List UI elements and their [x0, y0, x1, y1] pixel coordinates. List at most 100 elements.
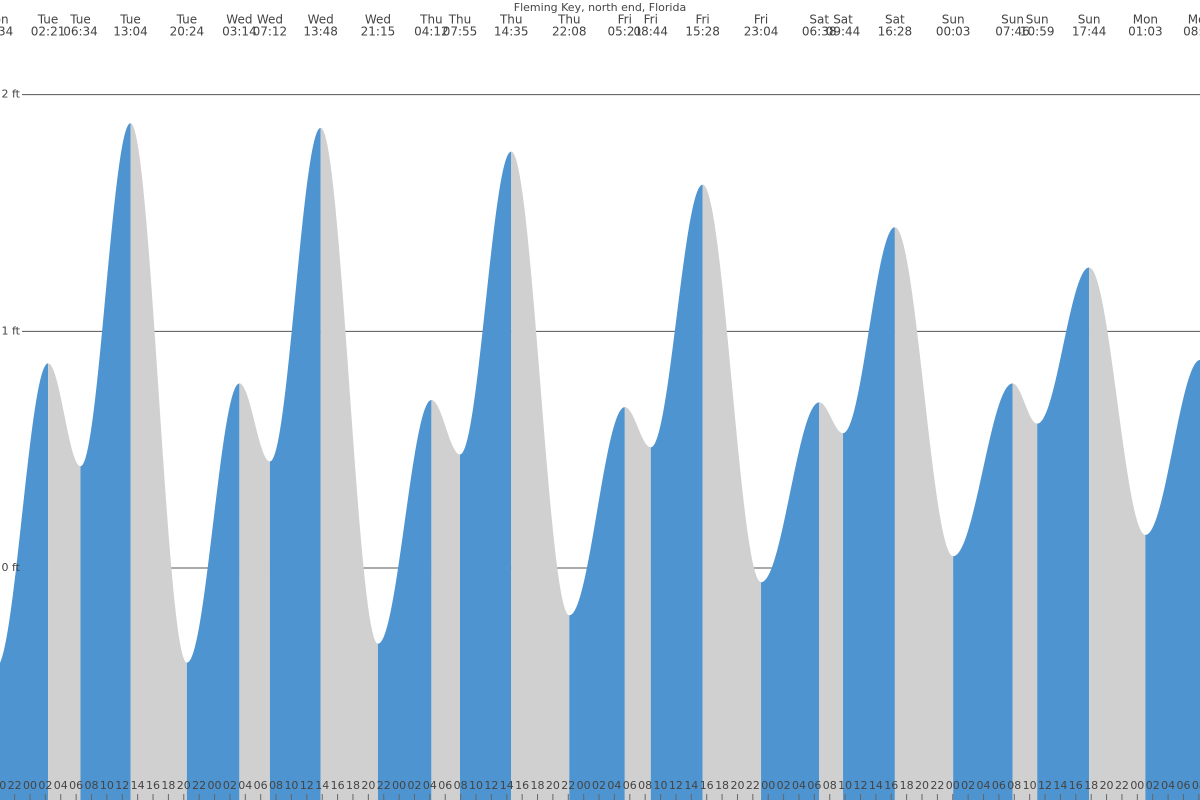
- x-tick-label: 16: [146, 779, 160, 792]
- rising-tide: [80, 123, 131, 800]
- x-tick-label: 04: [54, 779, 68, 792]
- y-tick-label: 2 ft: [2, 88, 21, 101]
- x-tick-label: 20: [1100, 779, 1114, 792]
- extreme-time: 07:12: [253, 25, 288, 39]
- rising-tide: [1037, 267, 1090, 800]
- extreme-day: Mon: [0, 13, 9, 27]
- falling-tide: [1089, 267, 1146, 800]
- falling-tide: [511, 151, 570, 800]
- x-tick-label: 02: [777, 779, 791, 792]
- x-tick-label: 22: [561, 779, 575, 792]
- rising-tide: [761, 402, 820, 800]
- extreme-time: 10:59: [1020, 25, 1055, 39]
- rising-tide: [569, 407, 625, 800]
- extreme-day: Wed: [308, 13, 334, 27]
- x-tick-label: 22: [8, 779, 22, 792]
- x-tick-label: 18: [531, 779, 545, 792]
- rising-tide: [460, 151, 512, 800]
- extreme-day: Tue: [119, 13, 141, 27]
- extreme-day: Wed: [226, 13, 252, 27]
- extreme-day: Fri: [644, 13, 658, 27]
- x-tick-label: 02: [592, 779, 606, 792]
- extreme-time: 15:28: [685, 25, 720, 39]
- rising-tide: [650, 184, 703, 800]
- extreme-time: 04:12: [414, 25, 449, 39]
- x-tick-label: 14: [684, 779, 698, 792]
- x-tick-label: 18: [900, 779, 914, 792]
- x-tick-label: 20: [177, 779, 191, 792]
- x-tick-label: 20: [0, 779, 6, 792]
- extreme-time: 01:03: [1128, 25, 1163, 39]
- extreme-day: Tue: [69, 13, 91, 27]
- x-tick-label: 12: [484, 779, 498, 792]
- falling-tide: [894, 227, 954, 800]
- x-tick-label: 04: [792, 779, 806, 792]
- x-tick-label: 10: [100, 779, 114, 792]
- x-tick-label: 00: [392, 779, 406, 792]
- x-tick-label: 18: [161, 779, 175, 792]
- x-tick-label: 02: [961, 779, 975, 792]
- extreme-time: 06:38: [802, 25, 837, 39]
- x-tick-label: 04: [1161, 779, 1175, 792]
- extreme-day: Sat: [809, 13, 829, 27]
- x-tick-label: 20: [546, 779, 560, 792]
- x-tick-label: 16: [515, 779, 529, 792]
- label-layer: 0 ft1 ft2 ftMon19:34Tue02:21Tue06:34Tue1…: [0, 13, 1200, 800]
- falling-tide: [431, 400, 461, 800]
- extreme-day: Sun: [1026, 13, 1049, 27]
- extreme-day: Fri: [618, 13, 632, 27]
- x-tick-label: 12: [853, 779, 867, 792]
- extreme-day: Sat: [833, 13, 853, 27]
- x-tick-label: 10: [469, 779, 483, 792]
- extreme-time: 20:24: [170, 25, 205, 39]
- extreme-day: Thu: [448, 13, 472, 27]
- x-tick-label: 08: [823, 779, 837, 792]
- x-tick-label: 20: [730, 779, 744, 792]
- x-tick-label: 16: [700, 779, 714, 792]
- extreme-time: 13:04: [113, 25, 148, 39]
- x-tick-label: 12: [1038, 779, 1052, 792]
- extreme-time: 02:21: [31, 25, 66, 39]
- x-tick-label: 22: [746, 779, 760, 792]
- x-tick-label: 06: [623, 779, 637, 792]
- extreme-day: Mon: [1133, 13, 1158, 27]
- rising-tide: [186, 383, 240, 800]
- x-tick-label: 08: [269, 779, 283, 792]
- x-tick-label: 06: [438, 779, 452, 792]
- falling-tide: [702, 184, 762, 800]
- x-tick-label: 12: [115, 779, 129, 792]
- x-tick-label: 10: [1023, 779, 1037, 792]
- extreme-time: 05:21: [608, 25, 643, 39]
- x-tick-label: 08: [638, 779, 652, 792]
- extreme-day: Fri: [695, 13, 709, 27]
- extreme-time: 17:44: [1072, 25, 1107, 39]
- falling-tide: [320, 127, 378, 800]
- extreme-time: 23:04: [744, 25, 779, 39]
- extreme-day: Wed: [365, 13, 391, 27]
- extreme-time: 09:44: [826, 25, 861, 39]
- x-tick-label: 22: [377, 779, 391, 792]
- x-tick-label: 10: [838, 779, 852, 792]
- extreme-time: 06:34: [63, 25, 98, 39]
- extreme-day: Tue: [176, 13, 198, 27]
- x-tick-label: 08: [454, 779, 468, 792]
- x-tick-label: 06: [69, 779, 83, 792]
- x-tick-label: 18: [346, 779, 360, 792]
- x-tick-label: 14: [869, 779, 883, 792]
- extreme-time: 13:48: [303, 25, 338, 39]
- x-tick-label: 04: [423, 779, 437, 792]
- x-tick-label: 04: [238, 779, 252, 792]
- falling-tide: [130, 123, 187, 800]
- extreme-day: Tue: [37, 13, 59, 27]
- y-tick-label: 0 ft: [2, 561, 21, 574]
- rising-tide: [1145, 359, 1200, 800]
- extreme-time: 22:08: [552, 25, 587, 39]
- falling-tide: [48, 363, 81, 800]
- extreme-time: 08:12: [1183, 25, 1200, 39]
- x-tick-label: 04: [607, 779, 621, 792]
- tide-layer: [0, 123, 1200, 800]
- x-tick-label: 00: [577, 779, 591, 792]
- x-tick-label: 20: [915, 779, 929, 792]
